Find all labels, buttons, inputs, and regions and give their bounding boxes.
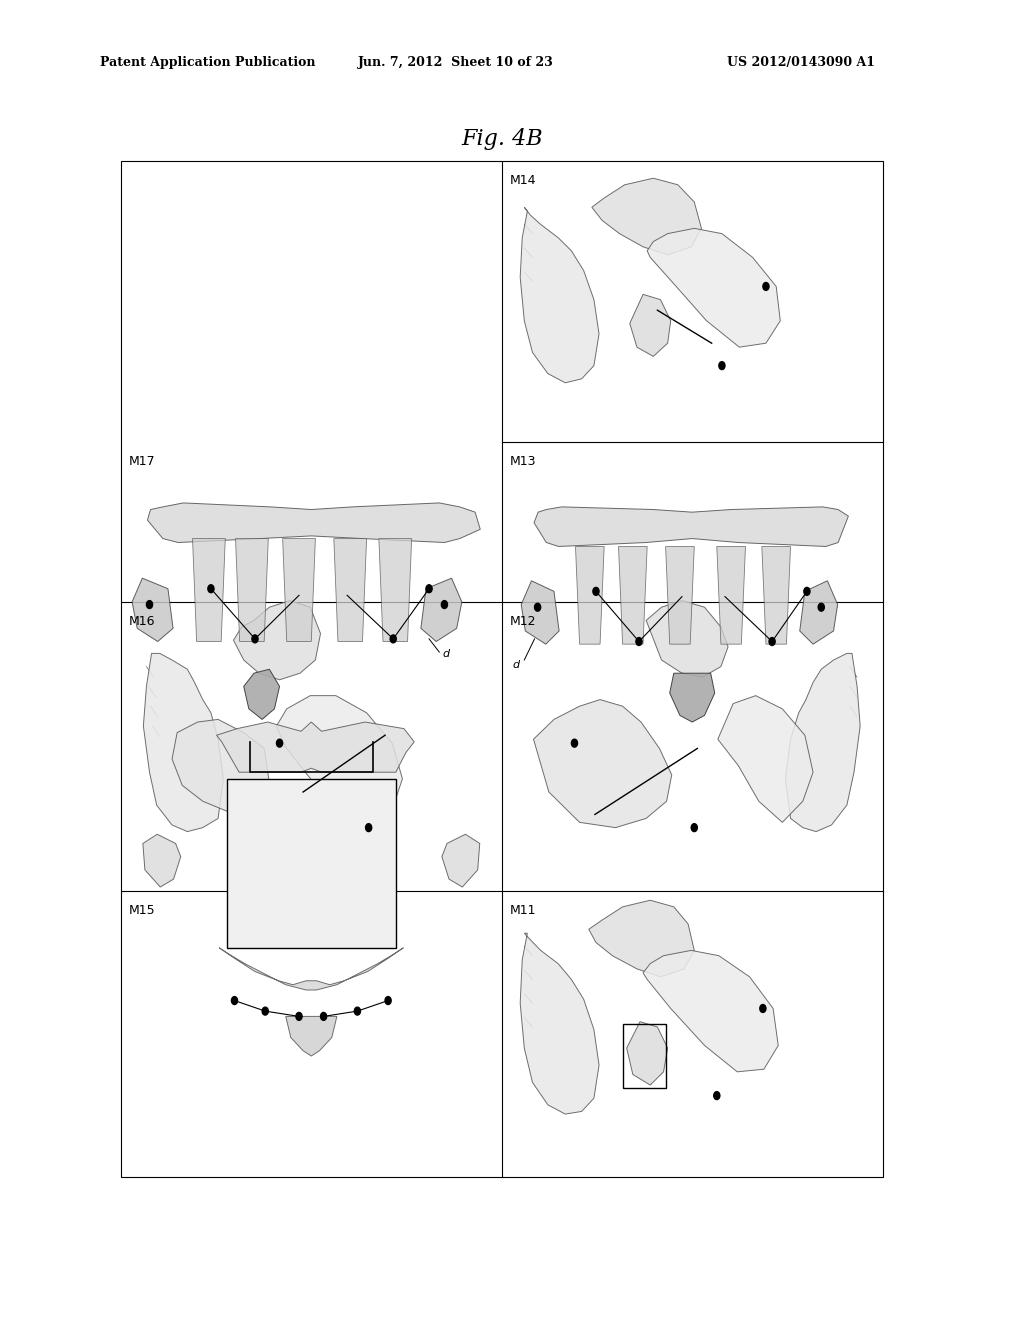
Polygon shape [670,673,715,722]
Bar [623,1024,666,1088]
Circle shape [252,635,258,643]
Polygon shape [618,546,647,644]
Polygon shape [643,950,778,1072]
Text: M14: M14 [510,174,537,187]
Polygon shape [627,1022,668,1085]
Circle shape [354,1007,360,1015]
Polygon shape [717,546,745,644]
Circle shape [441,601,447,609]
Polygon shape [276,696,402,828]
Text: Jun. 7, 2012  Sheet 10 of 23: Jun. 7, 2012 Sheet 10 of 23 [357,55,554,69]
Circle shape [231,997,238,1005]
Text: d: d [512,660,519,671]
Polygon shape [143,653,223,832]
Polygon shape [666,546,694,644]
Polygon shape [244,669,280,719]
Circle shape [636,638,642,645]
Polygon shape [421,578,462,642]
Polygon shape [646,601,728,677]
Polygon shape [762,546,791,644]
Text: M12: M12 [510,615,537,628]
Polygon shape [589,900,694,977]
Circle shape [321,1012,327,1020]
Text: Fig. 4B: Fig. 4B [461,128,543,149]
Polygon shape [132,578,173,642]
Bar [121,161,883,1177]
Circle shape [385,997,391,1005]
Circle shape [571,739,578,747]
Text: M15: M15 [129,904,156,917]
Circle shape [426,585,432,593]
Polygon shape [334,539,367,642]
Polygon shape [785,653,860,832]
Polygon shape [379,539,412,642]
Text: US 2012/0143090 A1: US 2012/0143090 A1 [727,55,876,69]
Polygon shape [236,539,268,642]
Circle shape [366,824,372,832]
Polygon shape [216,722,414,772]
Polygon shape [534,700,672,828]
Bar [226,779,395,948]
Circle shape [146,601,153,609]
Polygon shape [520,207,599,383]
Circle shape [804,587,810,595]
Text: M16: M16 [129,615,156,628]
Circle shape [262,1007,268,1015]
Circle shape [818,603,824,611]
Polygon shape [521,581,559,644]
Polygon shape [283,539,315,642]
Polygon shape [520,933,599,1114]
Polygon shape [800,581,838,644]
Polygon shape [193,539,225,642]
Polygon shape [286,1016,337,1056]
Circle shape [769,638,775,645]
Polygon shape [630,294,671,356]
Text: Patent Application Publication: Patent Application Publication [100,55,315,69]
Circle shape [296,1012,302,1020]
Polygon shape [219,948,403,990]
Polygon shape [575,546,604,644]
Circle shape [535,603,541,611]
Polygon shape [592,178,701,255]
Circle shape [593,587,599,595]
Circle shape [719,362,725,370]
Polygon shape [142,834,180,887]
Circle shape [691,824,697,832]
Circle shape [276,739,283,747]
Text: M11: M11 [510,904,537,917]
Polygon shape [535,507,848,546]
Text: M17: M17 [129,455,156,469]
Circle shape [714,1092,720,1100]
Text: M13: M13 [510,455,537,469]
Polygon shape [147,503,480,543]
Text: d: d [442,649,450,660]
Polygon shape [233,601,321,680]
Polygon shape [647,228,780,347]
Polygon shape [442,834,479,887]
Circle shape [208,585,214,593]
Circle shape [763,282,769,290]
Circle shape [390,635,396,643]
Polygon shape [172,719,269,812]
Circle shape [760,1005,766,1012]
Polygon shape [718,696,813,822]
